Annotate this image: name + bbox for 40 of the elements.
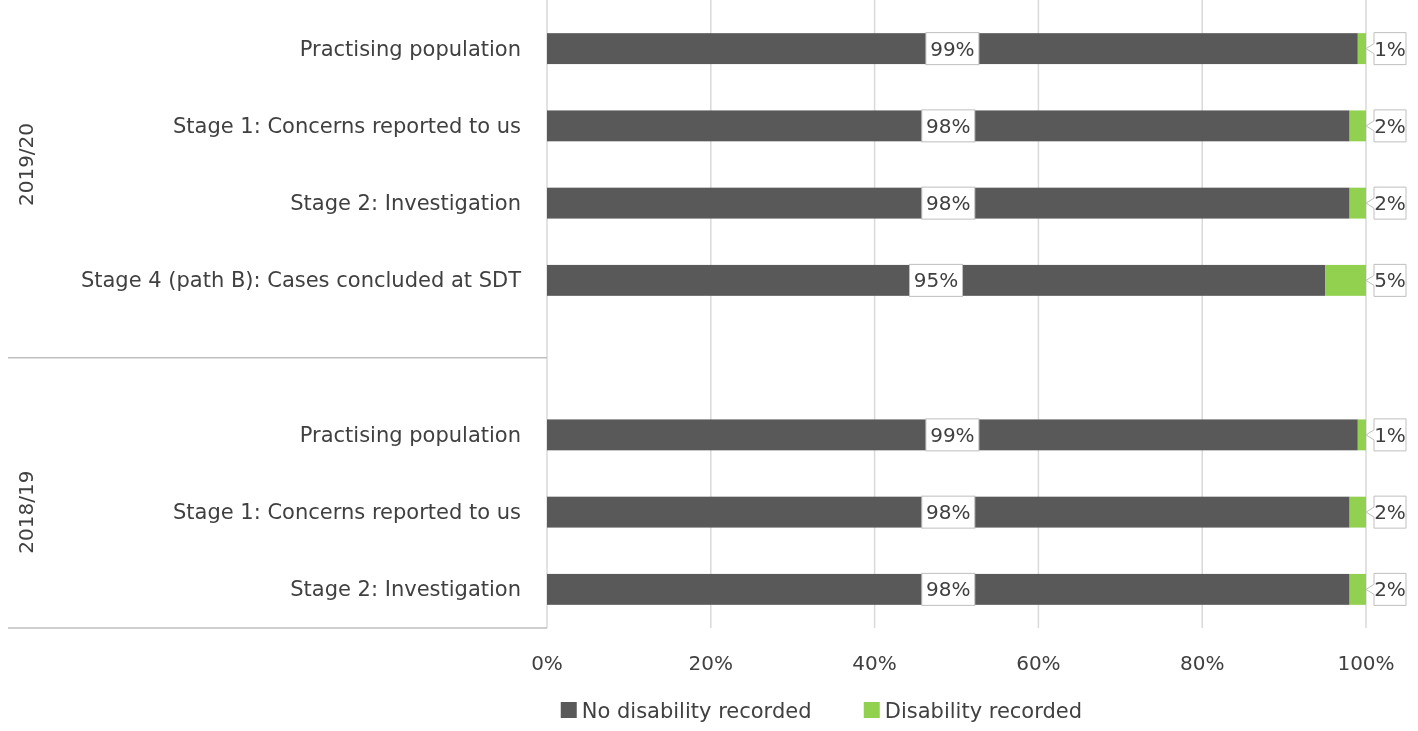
- y-tick-label: Stage 1: Concerns reported to us: [172, 113, 521, 138]
- y-tick-label: Stage 4 (path B): Cases concluded at SDT: [80, 268, 522, 293]
- data-label: 1%: [1374, 422, 1406, 447]
- x-tick-label: 80%: [1179, 651, 1225, 675]
- data-label: 95%: [913, 268, 959, 293]
- bar: [1357, 33, 1366, 65]
- legend-label: Disability recorded: [884, 699, 1083, 723]
- y-tick-label: Practising population: [299, 422, 521, 447]
- x-tick-label: 40%: [852, 651, 897, 675]
- bar: [547, 264, 1326, 296]
- text: 2019/20: [14, 122, 38, 207]
- data-label: 98%: [926, 191, 971, 216]
- data-label: 2%: [1374, 113, 1406, 138]
- y-tick-label: Stage 2: Investigation: [290, 191, 521, 216]
- y-tick-label: Stage 1: Concerns reported to us: [172, 500, 521, 525]
- data-label: 98%: [926, 577, 971, 602]
- text: 2018/19: [14, 470, 38, 554]
- bar: [547, 33, 1358, 65]
- bar: [547, 573, 1350, 605]
- y-tick-label: Stage 2: Investigation: [290, 577, 521, 602]
- bar: [547, 496, 1350, 528]
- bar: [547, 419, 1358, 451]
- data-label: 2%: [1374, 191, 1406, 216]
- x-tick-label: 100%: [1337, 651, 1395, 675]
- data-label: 2%: [1374, 577, 1406, 602]
- bar: [547, 187, 1350, 219]
- bar: [547, 110, 1350, 142]
- y-tick-label: Practising population: [299, 36, 521, 61]
- data-label: 1%: [1374, 36, 1406, 61]
- data-label: 98%: [926, 113, 971, 138]
- x-tick-label: 20%: [688, 651, 734, 675]
- x-tick-label: 60%: [1016, 651, 1061, 675]
- data-label: 98%: [926, 500, 971, 525]
- legend-label: No disability recorded: [581, 699, 812, 723]
- data-label: 5%: [1374, 268, 1406, 293]
- data-label: 99%: [930, 36, 975, 61]
- data-label: 99%: [930, 422, 975, 447]
- data-label: 2%: [1374, 500, 1406, 525]
- bar: [1357, 419, 1366, 451]
- x-tick-label: 0%: [531, 651, 563, 675]
